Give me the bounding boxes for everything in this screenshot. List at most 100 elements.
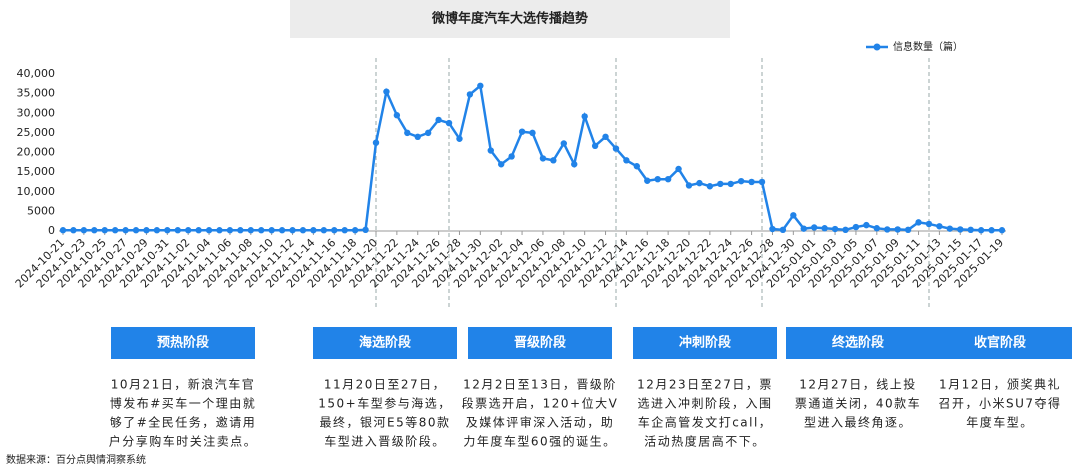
point bbox=[977, 227, 985, 234]
point bbox=[831, 225, 839, 233]
point bbox=[216, 227, 223, 234]
phase-text: 段票选开启，120+位大V bbox=[462, 396, 619, 411]
point bbox=[153, 227, 161, 234]
point bbox=[591, 142, 599, 150]
point bbox=[894, 226, 901, 233]
y-tick-label: 0 bbox=[48, 224, 55, 237]
point bbox=[237, 227, 244, 234]
y-tick-label: 30,000 bbox=[17, 106, 56, 119]
point bbox=[268, 227, 275, 234]
point bbox=[341, 227, 348, 234]
point bbox=[310, 227, 317, 234]
phase-text: 12月27日，线上投 bbox=[799, 377, 917, 392]
y-tick-label: 20,000 bbox=[17, 146, 56, 159]
point bbox=[571, 161, 578, 168]
point bbox=[581, 113, 588, 120]
point bbox=[435, 116, 442, 124]
phase-text: 够了#全民任务，邀请用 bbox=[110, 415, 257, 430]
point bbox=[852, 223, 860, 231]
point bbox=[101, 227, 108, 234]
phase-text: 型进入最终角逐。 bbox=[804, 415, 912, 430]
phase-text: 力年度车型60强的诞生。 bbox=[463, 434, 616, 449]
point bbox=[612, 145, 620, 152]
point bbox=[331, 227, 338, 234]
point bbox=[404, 129, 411, 137]
y-tick-label: 10,000 bbox=[17, 185, 56, 198]
point bbox=[91, 227, 98, 234]
phase-text: 1月12日，颁奖典礼 bbox=[939, 377, 1061, 392]
point bbox=[195, 227, 202, 234]
point bbox=[884, 226, 891, 233]
y-tick-label: 25,000 bbox=[17, 126, 56, 139]
phase-text: 最终，银河E5等80款 bbox=[320, 415, 451, 430]
point bbox=[946, 225, 954, 232]
point bbox=[70, 227, 77, 234]
point bbox=[706, 183, 714, 190]
point bbox=[904, 226, 912, 234]
point bbox=[111, 227, 119, 234]
y-tick-label: 15,000 bbox=[17, 165, 56, 178]
point bbox=[289, 227, 296, 234]
point bbox=[925, 220, 933, 228]
point bbox=[915, 219, 922, 226]
phase-text: 车型进入晋级阶段。 bbox=[324, 434, 446, 449]
point bbox=[372, 139, 380, 146]
phase-text: 户分享购车时关注卖点。 bbox=[109, 434, 258, 449]
phase-title: 海选阶段 bbox=[359, 335, 411, 351]
point bbox=[675, 165, 682, 173]
point bbox=[122, 227, 129, 234]
legend-label: 信息数量（篇） bbox=[893, 40, 963, 53]
y-tick-label: 5000 bbox=[27, 204, 55, 217]
point bbox=[185, 227, 192, 234]
point bbox=[518, 128, 526, 135]
phase-text: 及媒体评审深入活动，助 bbox=[466, 415, 615, 430]
point bbox=[717, 180, 724, 188]
phase-title: 收官阶段 bbox=[974, 335, 1026, 351]
point bbox=[685, 182, 693, 189]
point bbox=[247, 227, 254, 234]
point bbox=[80, 227, 88, 234]
phase-box bbox=[313, 327, 457, 359]
point bbox=[957, 226, 964, 233]
phase-text: 10月21日，新浪汽车官 bbox=[111, 377, 256, 392]
point bbox=[445, 119, 453, 127]
point bbox=[779, 226, 787, 234]
point bbox=[769, 225, 776, 233]
phase-box bbox=[111, 327, 255, 359]
point bbox=[623, 157, 630, 164]
phase-text: 150+车型参与海选， bbox=[318, 396, 451, 411]
point bbox=[654, 175, 661, 183]
point bbox=[863, 221, 870, 229]
point bbox=[842, 226, 849, 234]
point bbox=[258, 227, 265, 234]
point bbox=[362, 226, 369, 234]
phase-text: 12月23日至27日，票 bbox=[637, 378, 773, 392]
point bbox=[508, 153, 515, 160]
point bbox=[790, 212, 797, 219]
point bbox=[800, 225, 807, 232]
phase-text: 年度车型。 bbox=[966, 415, 1034, 430]
point bbox=[539, 155, 547, 162]
point bbox=[560, 140, 567, 147]
y-tick-label: 35,000 bbox=[17, 87, 56, 100]
point bbox=[811, 224, 818, 231]
phase-text: 召开，小米SU7夺得 bbox=[938, 396, 1061, 411]
point bbox=[164, 227, 171, 234]
title-band bbox=[290, 0, 730, 38]
point bbox=[936, 223, 943, 230]
point bbox=[174, 227, 181, 234]
point bbox=[456, 135, 463, 142]
point bbox=[143, 227, 150, 234]
point bbox=[59, 227, 67, 234]
point bbox=[602, 133, 609, 140]
point bbox=[821, 225, 828, 232]
point bbox=[758, 178, 766, 186]
point bbox=[737, 177, 745, 185]
point bbox=[299, 227, 307, 234]
point bbox=[998, 227, 1006, 234]
point bbox=[414, 133, 421, 140]
point bbox=[393, 112, 401, 119]
phase-text: 选进入冲刺阶段，入围 bbox=[637, 396, 772, 411]
y-tick-label: 40,000 bbox=[17, 67, 56, 80]
point bbox=[205, 227, 213, 234]
